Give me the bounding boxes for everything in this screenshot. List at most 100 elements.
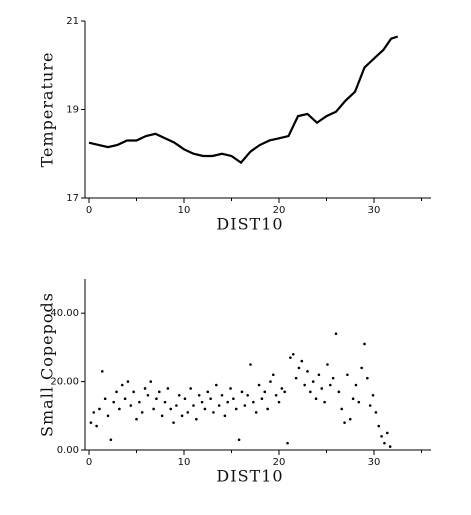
- point: [294, 376, 298, 380]
- point: [274, 393, 278, 397]
- point: [314, 397, 318, 401]
- point: [343, 421, 346, 424]
- point: [206, 390, 210, 394]
- point: [291, 352, 295, 356]
- point: [388, 445, 392, 448]
- x-tick-label: 10: [178, 205, 191, 216]
- point: [112, 400, 115, 404]
- point: [289, 356, 292, 359]
- point: [197, 393, 201, 397]
- point: [306, 370, 309, 373]
- point: [380, 435, 383, 438]
- x-tick-label: 30: [368, 205, 381, 216]
- point: [326, 363, 329, 366]
- point: [143, 387, 147, 390]
- point: [189, 387, 192, 390]
- x-axis-title: DIST10: [216, 467, 283, 486]
- x-tick-label: 0: [86, 457, 92, 468]
- point: [354, 383, 358, 387]
- point: [160, 414, 164, 418]
- point: [366, 376, 369, 380]
- point: [192, 404, 195, 407]
- point: [120, 383, 124, 387]
- point: [360, 366, 363, 370]
- point: [331, 376, 335, 380]
- point: [146, 393, 150, 397]
- point: [254, 411, 258, 414]
- y-tick-label: 40.00: [50, 308, 79, 319]
- point: [317, 373, 321, 377]
- point: [217, 404, 221, 407]
- point: [297, 366, 301, 370]
- point: [257, 383, 261, 387]
- point: [368, 404, 372, 407]
- point: [195, 417, 198, 421]
- point: [140, 411, 144, 414]
- point: [260, 397, 264, 401]
- point: [200, 400, 204, 404]
- point: [135, 417, 138, 421]
- point: [252, 400, 255, 404]
- point: [106, 414, 110, 418]
- line: [88, 35, 399, 165]
- point: [101, 370, 104, 373]
- point: [226, 400, 229, 404]
- point: [98, 407, 101, 411]
- point: [272, 373, 275, 377]
- point: [186, 411, 190, 414]
- point: [363, 342, 366, 346]
- point: [92, 411, 96, 414]
- point: [175, 404, 178, 407]
- point: [337, 390, 341, 394]
- point: [155, 397, 158, 401]
- point: [320, 387, 324, 390]
- point: [109, 438, 113, 442]
- point: [103, 397, 107, 401]
- point: [334, 332, 338, 336]
- x-tick-label: 30: [368, 457, 381, 468]
- point: [246, 393, 249, 397]
- point: [348, 417, 352, 421]
- point: [303, 383, 306, 387]
- point: [138, 400, 141, 404]
- point: [266, 407, 269, 411]
- point: [115, 390, 118, 394]
- point: [180, 414, 184, 418]
- point: [166, 387, 170, 390]
- point: [243, 404, 247, 407]
- point: [123, 397, 127, 401]
- point: [158, 390, 161, 394]
- point: [89, 421, 93, 424]
- y-tick-label: 19: [66, 105, 79, 116]
- point: [229, 387, 232, 390]
- point: [163, 400, 167, 404]
- point: [169, 407, 172, 411]
- point: [177, 393, 181, 397]
- point: [237, 438, 241, 442]
- point: [126, 380, 130, 383]
- point: [357, 400, 361, 404]
- point: [283, 390, 287, 394]
- point: [386, 431, 389, 435]
- y-tick-label: 0.00: [57, 445, 79, 456]
- x-tick-label: 10: [178, 457, 191, 468]
- x-tick-label: 20: [273, 205, 286, 216]
- y-axis-title: Small Copepods: [38, 292, 57, 437]
- point: [149, 380, 153, 383]
- point: [132, 390, 135, 394]
- point: [286, 441, 289, 445]
- point: [118, 407, 121, 411]
- point: [311, 380, 315, 383]
- point: [95, 424, 98, 428]
- point: [152, 407, 155, 411]
- x-axis-title: DIST10: [216, 215, 283, 234]
- y-axis-title: Temperature: [38, 52, 57, 168]
- point: [351, 397, 355, 401]
- point: [212, 411, 215, 414]
- point: [371, 393, 375, 397]
- point: [383, 441, 386, 445]
- point: [277, 400, 281, 404]
- point: [223, 414, 227, 418]
- point: [269, 380, 272, 383]
